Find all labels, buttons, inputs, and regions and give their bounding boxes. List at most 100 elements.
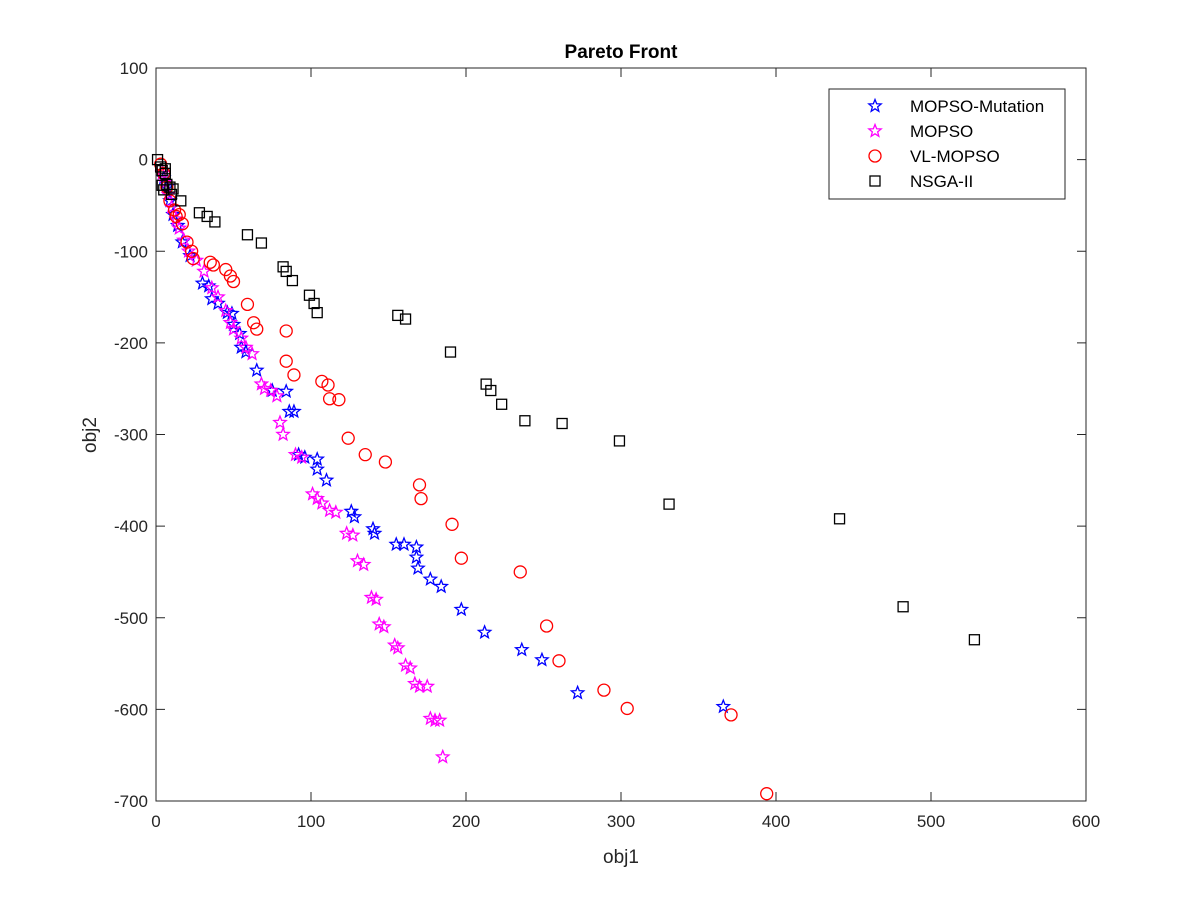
data-point bbox=[534, 651, 550, 667]
data-point bbox=[454, 551, 469, 565]
data-point bbox=[184, 244, 199, 258]
legend-marker bbox=[867, 97, 883, 113]
data-point bbox=[434, 748, 451, 764]
y-tick-label: -100 bbox=[114, 242, 148, 261]
y-tick-label: -400 bbox=[114, 517, 148, 536]
data-point bbox=[233, 329, 250, 346]
y-tick-label: -200 bbox=[114, 334, 148, 353]
data-point bbox=[186, 251, 200, 266]
data-point bbox=[368, 591, 384, 607]
legend-label: VL-MOPSO bbox=[910, 147, 1000, 166]
data-point bbox=[422, 570, 439, 586]
data-point bbox=[193, 207, 206, 219]
data-point bbox=[318, 472, 335, 488]
y-axis-label: obj2 bbox=[80, 417, 101, 453]
data-point bbox=[176, 231, 192, 247]
legend-marker bbox=[868, 149, 882, 163]
series-nsga-ii bbox=[151, 153, 981, 646]
data-point bbox=[175, 195, 187, 207]
data-point bbox=[410, 559, 426, 575]
data-point bbox=[897, 601, 909, 613]
data-point bbox=[332, 393, 346, 407]
data-point bbox=[275, 426, 291, 442]
legend-item: VL-MOPSO bbox=[868, 147, 1000, 166]
data-point bbox=[226, 274, 241, 289]
legend-item: MOPSO-Mutation bbox=[867, 97, 1044, 116]
data-point bbox=[346, 508, 363, 524]
x-tick-label: 400 bbox=[762, 812, 790, 831]
axes: 0 100 200 300 400 500 600 100 0 -100 -200 -300 -400 -… bbox=[114, 59, 1100, 831]
data-point bbox=[344, 527, 361, 543]
data-point bbox=[262, 382, 279, 398]
data-point bbox=[210, 288, 226, 304]
legend-label: MOPSO bbox=[910, 122, 973, 141]
data-point bbox=[366, 525, 383, 541]
data-point bbox=[164, 181, 176, 193]
data-point bbox=[167, 203, 182, 217]
data-point bbox=[206, 258, 221, 272]
data-point bbox=[724, 708, 738, 722]
data-point bbox=[556, 417, 568, 430]
data-point bbox=[613, 435, 626, 447]
data-point bbox=[156, 164, 168, 177]
data-point bbox=[248, 362, 265, 378]
data-point bbox=[760, 787, 774, 801]
data-point bbox=[396, 536, 412, 552]
legend-marker bbox=[869, 175, 881, 187]
data-point bbox=[476, 624, 493, 640]
legend: MOPSO-Mutation MOPSO VL-MOPSO NSGA-II bbox=[828, 88, 1066, 200]
data-point bbox=[287, 368, 301, 382]
data-point bbox=[194, 275, 211, 291]
data-point bbox=[378, 455, 393, 469]
data-point bbox=[569, 684, 586, 700]
series-layer bbox=[151, 153, 981, 801]
data-point bbox=[278, 383, 295, 399]
data-point bbox=[519, 415, 531, 427]
data-point bbox=[433, 578, 450, 594]
y-tick-label: -500 bbox=[114, 609, 148, 628]
data-point bbox=[244, 345, 260, 361]
data-point bbox=[358, 448, 372, 462]
legend-item: MOPSO bbox=[867, 122, 973, 141]
data-point bbox=[255, 237, 268, 249]
legend-item: NSGA-II bbox=[869, 172, 973, 191]
data-point bbox=[321, 378, 335, 392]
data-point bbox=[552, 654, 566, 668]
data-point bbox=[715, 698, 732, 714]
data-point bbox=[327, 504, 344, 520]
data-point bbox=[445, 517, 459, 531]
legend-label: MOPSO-Mutation bbox=[910, 97, 1044, 116]
data-point bbox=[286, 274, 299, 287]
data-point bbox=[308, 297, 320, 310]
data-point bbox=[203, 255, 217, 269]
y-tick-label: 100 bbox=[120, 59, 148, 78]
x-tick-label: 600 bbox=[1072, 812, 1100, 831]
y-tick-label: -600 bbox=[114, 700, 148, 719]
data-point bbox=[408, 548, 425, 564]
data-point bbox=[422, 710, 439, 726]
data-point bbox=[597, 683, 611, 697]
data-point bbox=[968, 634, 981, 646]
data-point bbox=[389, 639, 406, 655]
data-point bbox=[322, 392, 337, 406]
data-point bbox=[250, 322, 264, 336]
data-point bbox=[313, 494, 330, 510]
data-point bbox=[309, 461, 326, 477]
data-point bbox=[241, 229, 254, 241]
data-point bbox=[399, 313, 412, 325]
x-tick-label: 0 bbox=[151, 812, 160, 831]
data-point bbox=[272, 414, 288, 430]
data-point bbox=[172, 207, 186, 222]
data-point bbox=[287, 446, 304, 462]
data-point bbox=[224, 305, 240, 321]
legend-label: NSGA-II bbox=[910, 172, 973, 191]
x-tick-label: 200 bbox=[452, 812, 480, 831]
data-point bbox=[349, 552, 366, 568]
data-point bbox=[225, 320, 242, 336]
data-point bbox=[203, 279, 220, 295]
data-point bbox=[175, 217, 190, 231]
y-tick-label: -300 bbox=[114, 426, 148, 445]
data-point bbox=[341, 431, 355, 445]
data-point bbox=[281, 403, 298, 419]
y-tick-label: -700 bbox=[114, 792, 148, 811]
